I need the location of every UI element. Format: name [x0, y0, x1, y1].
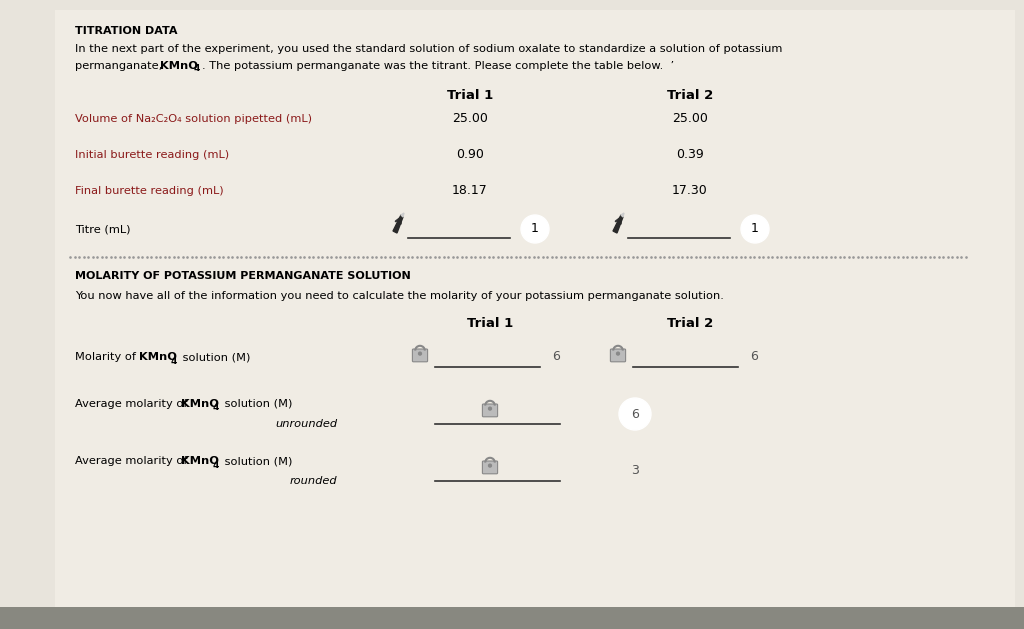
Text: Average molarity of: Average molarity of [75, 399, 191, 409]
Polygon shape [393, 215, 403, 233]
Circle shape [618, 398, 651, 430]
Text: Trial 2: Trial 2 [667, 89, 713, 102]
Text: 1: 1 [531, 223, 539, 235]
Circle shape [488, 407, 492, 410]
Circle shape [741, 215, 769, 243]
Text: 0.90: 0.90 [456, 148, 484, 162]
Polygon shape [401, 213, 404, 217]
Text: KMnO: KMnO [181, 399, 219, 409]
Text: Average molarity of: Average molarity of [75, 456, 191, 466]
Text: 25.00: 25.00 [452, 113, 488, 126]
Text: Titre (mL): Titre (mL) [75, 224, 130, 234]
Circle shape [521, 215, 549, 243]
Text: Molarity of: Molarity of [75, 352, 139, 362]
Text: 6: 6 [750, 350, 758, 364]
Text: 1: 1 [751, 223, 759, 235]
Text: permanganate,: permanganate, [75, 61, 166, 71]
Text: 4: 4 [194, 64, 201, 73]
FancyBboxPatch shape [482, 461, 498, 474]
Text: 3: 3 [631, 464, 639, 477]
Text: Trial 1: Trial 1 [446, 89, 494, 102]
FancyBboxPatch shape [413, 349, 428, 362]
Text: 4: 4 [213, 403, 219, 413]
Text: Trial 2: Trial 2 [667, 317, 713, 330]
Text: . The potassium permanganate was the titrant. Please complete the table below.  : . The potassium permanganate was the tit… [202, 61, 674, 71]
Text: You now have all of the information you need to calculate the molarity of your p: You now have all of the information you … [75, 291, 724, 301]
Text: unrounded: unrounded [275, 419, 337, 429]
Circle shape [488, 464, 492, 467]
Text: TITRATION DATA: TITRATION DATA [75, 26, 177, 36]
Text: 25.00: 25.00 [672, 113, 708, 126]
Text: 6: 6 [552, 350, 560, 364]
Circle shape [616, 352, 620, 355]
Text: KMnO: KMnO [181, 456, 219, 466]
Polygon shape [621, 213, 624, 217]
Text: 4: 4 [171, 357, 177, 365]
Text: Volume of Na₂C₂O₄ solution pipetted (mL): Volume of Na₂C₂O₄ solution pipetted (mL) [75, 114, 312, 124]
Text: rounded: rounded [290, 476, 338, 486]
Text: KMnO: KMnO [160, 61, 198, 71]
Text: MOLARITY OF POTASSIUM PERMANGANATE SOLUTION: MOLARITY OF POTASSIUM PERMANGANATE SOLUT… [75, 271, 411, 281]
Text: solution (M): solution (M) [221, 456, 293, 466]
Text: 0.39: 0.39 [676, 148, 703, 162]
Text: 6: 6 [631, 408, 639, 421]
FancyBboxPatch shape [55, 10, 1015, 619]
FancyBboxPatch shape [482, 404, 498, 417]
Text: Initial burette reading (mL): Initial burette reading (mL) [75, 150, 229, 160]
Text: Final burette reading (mL): Final burette reading (mL) [75, 186, 223, 196]
Text: 17.30: 17.30 [672, 184, 708, 198]
Text: 4: 4 [213, 460, 219, 469]
FancyBboxPatch shape [0, 607, 1024, 629]
Circle shape [419, 352, 422, 355]
Text: solution (M): solution (M) [221, 399, 293, 409]
Text: solution (M): solution (M) [179, 352, 251, 362]
Polygon shape [613, 215, 623, 233]
Text: 18.17: 18.17 [453, 184, 487, 198]
Text: Trial 1: Trial 1 [467, 317, 513, 330]
FancyBboxPatch shape [610, 349, 626, 362]
Text: In the next part of the experiment, you used the standard solution of sodium oxa: In the next part of the experiment, you … [75, 44, 782, 54]
Text: KMnO: KMnO [139, 352, 177, 362]
